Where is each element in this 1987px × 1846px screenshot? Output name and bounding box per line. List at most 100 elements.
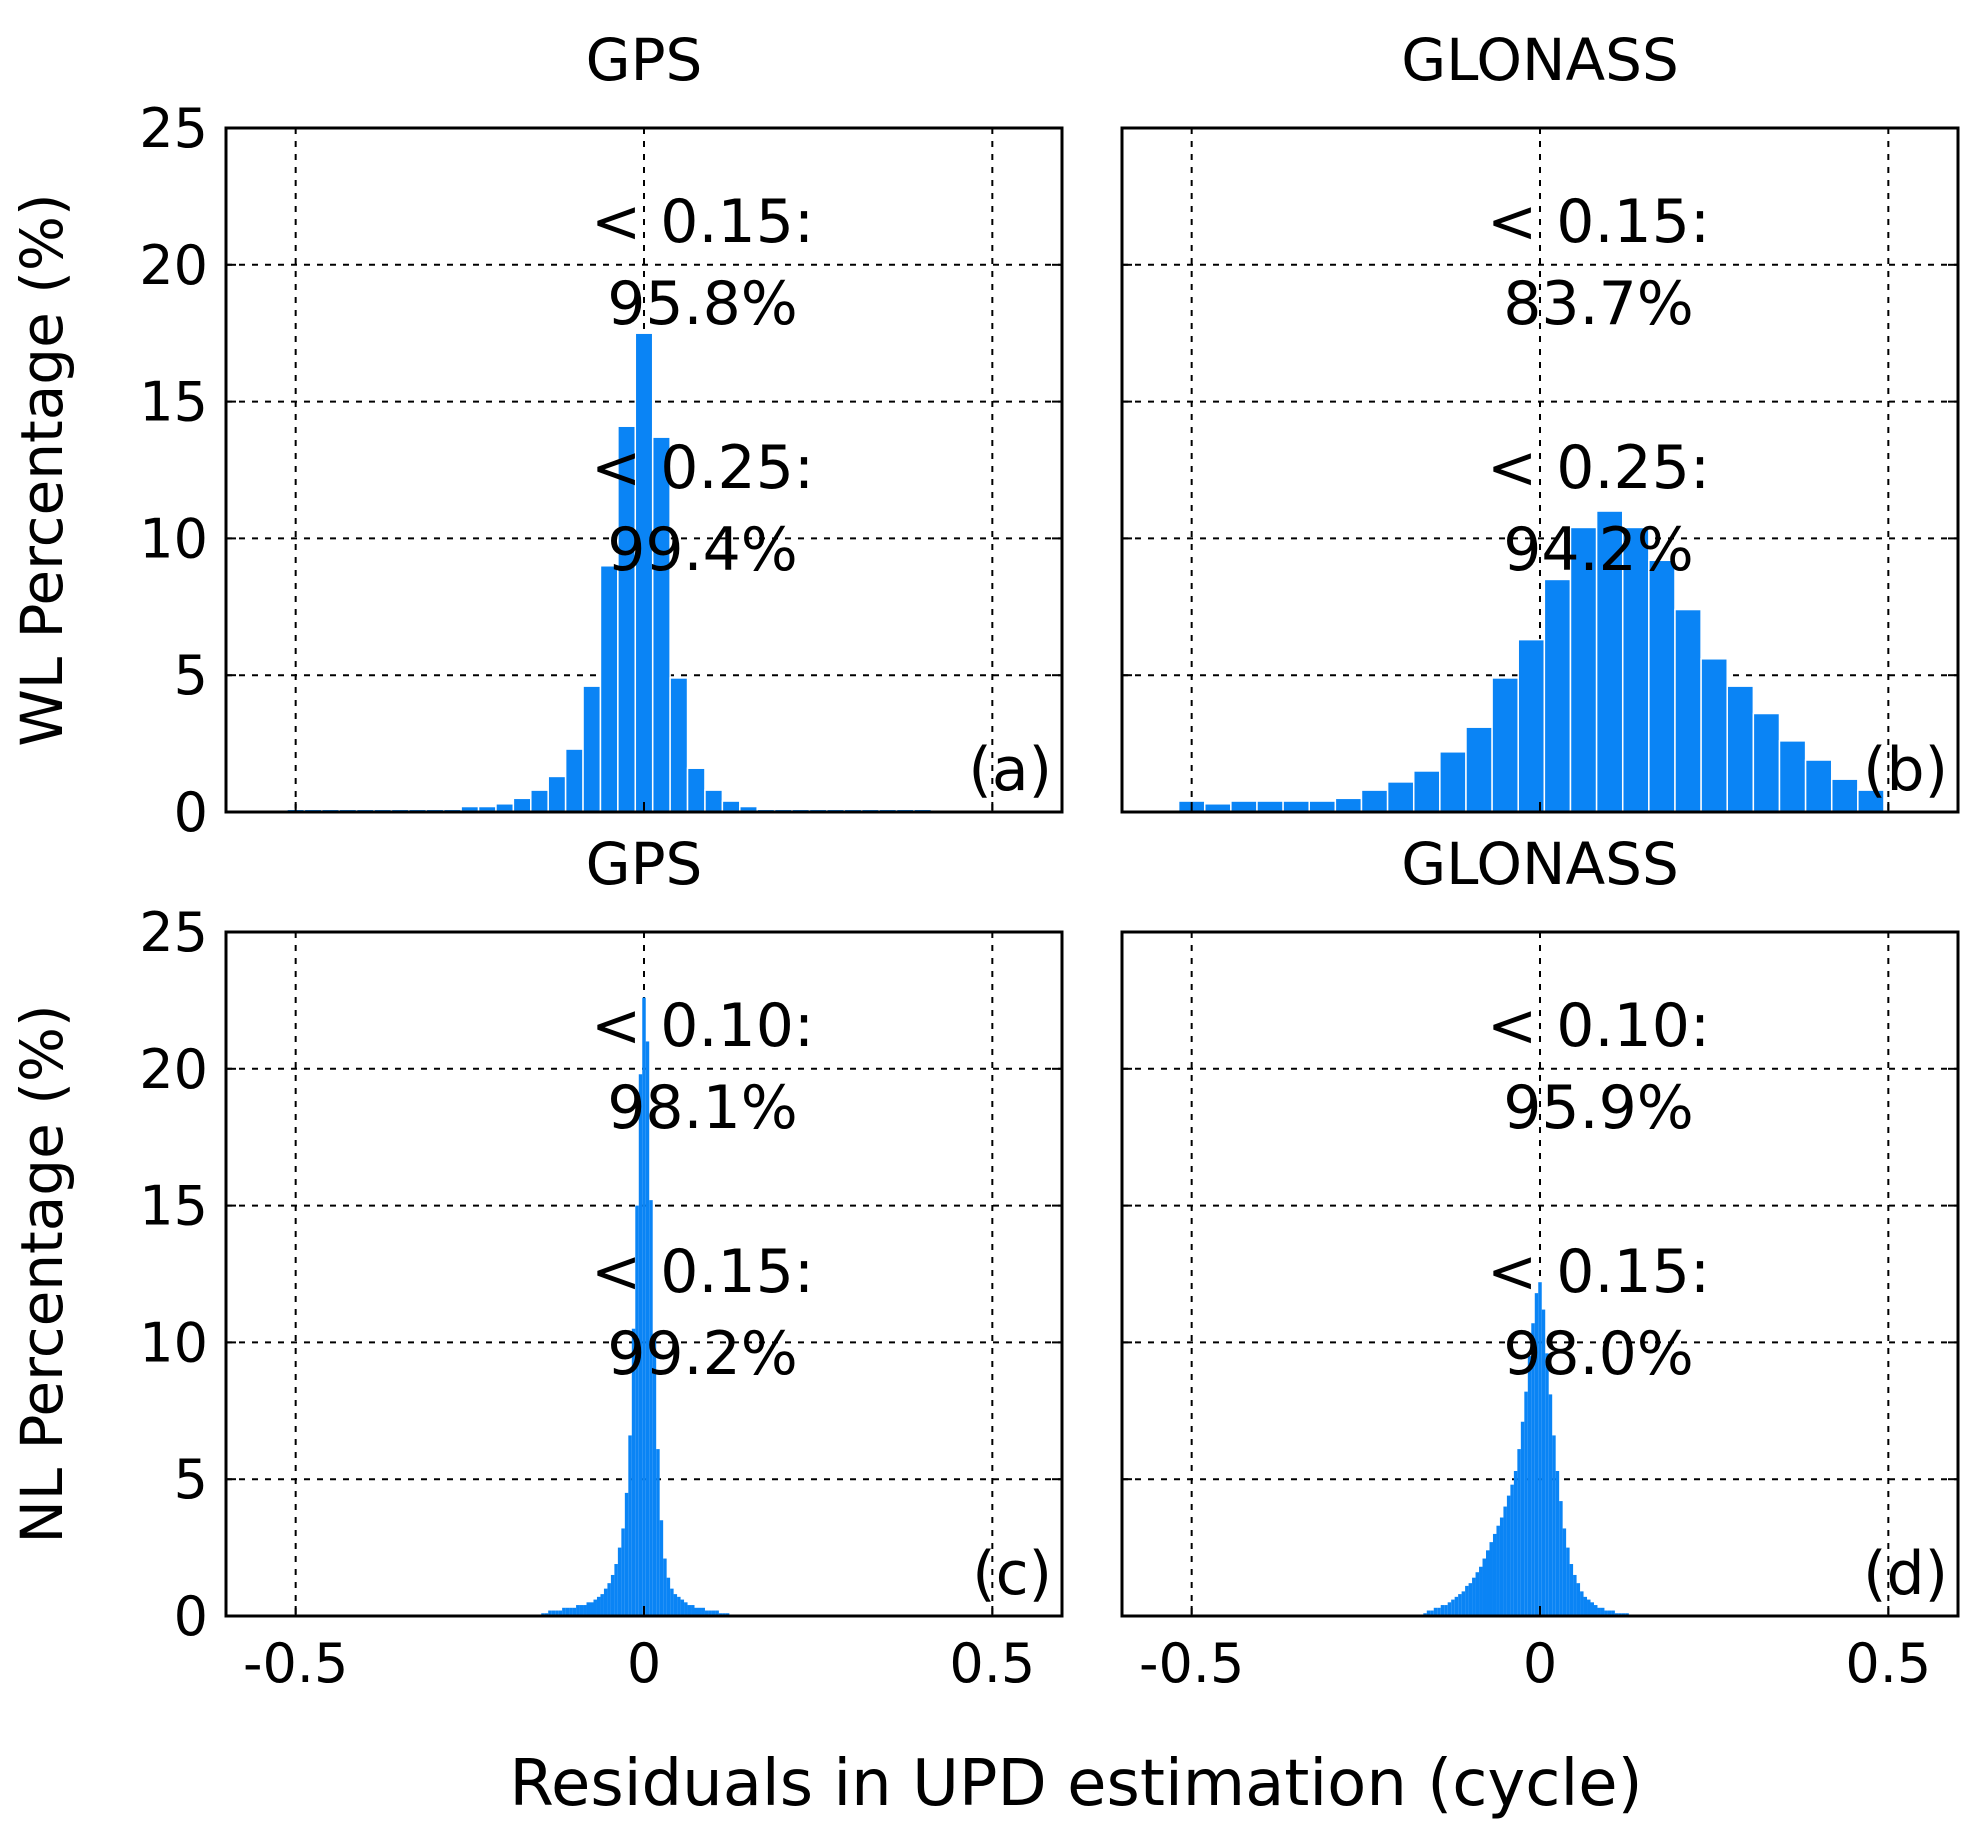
histogram-bar [582,685,602,813]
histogram-bar [1517,638,1546,813]
histogram-bar [1590,1602,1594,1616]
histogram-bar [1503,1506,1507,1616]
stat-annotation: 99.2% [607,1319,798,1389]
histogram-bar [666,1577,671,1616]
histogram-bar [1726,685,1755,813]
histogram-bar [638,1074,643,1616]
chart-panel-a: GPS 0 5 10 15 20 25 WL Percentage (%) < 0.15: 95.… [8,26,1064,844]
histogram-bar [697,1607,702,1616]
histogram-bar [1562,1528,1567,1616]
y-tick-label: 0 [174,781,208,844]
histogram-bar [1517,1449,1521,1616]
histogram-bar [704,1610,709,1616]
histogram-bar [1597,1607,1601,1616]
histogram-bar [1545,1353,1549,1616]
histogram-bar [1475,1572,1480,1616]
histogram-bar [1454,1596,1459,1616]
stat-annotation: < 0.15: [1487,187,1710,257]
histogram-bar [1569,1564,1574,1616]
histogram-bar [610,1574,615,1616]
histogram-bar [1439,751,1467,813]
histogram-bar [1804,759,1833,813]
stat-annotation: < 0.15: [591,187,814,257]
common-x-axis-label: Residuals in UPD estimation (cycle) [509,1747,1642,1821]
y-tick-label: 15 [139,1175,208,1238]
histogram-bar [593,1599,597,1616]
histogram-bar [1230,800,1258,813]
y-tick-label: 25 [139,97,208,160]
y-axis-label: NL Percentage (%) [8,1004,76,1543]
histogram-bar [1830,778,1859,813]
stat-annotation: 95.9% [1503,1073,1694,1143]
x-tick-label: -0.5 [1139,1632,1244,1695]
y-tick-label: 10 [139,1311,208,1374]
panel-title: GLONASS [1401,830,1679,898]
x-tick-label: -0.5 [243,1632,348,1695]
histogram-bar [1534,1293,1539,1616]
histogram-bar [631,1328,636,1616]
histogram-bar [1700,658,1728,813]
histogram-bar [704,789,724,813]
histogram-bar [628,1435,632,1616]
y-tick-label: 10 [139,507,208,570]
histogram-bar [565,1607,570,1616]
panel-label: (d) [1863,1539,1948,1609]
histogram-bar [1543,578,1572,813]
histogram-bar [1412,770,1441,813]
histogram-bar [1334,797,1363,813]
histogram-bar [1496,1525,1500,1616]
x-tick-label: 0 [627,1632,661,1695]
histogram-bar [1778,740,1807,813]
y-tick-label: 25 [139,901,208,964]
histogram-bar [596,1596,601,1616]
histogram-bar [1531,1323,1535,1616]
histogram-bar [694,1607,698,1616]
histogram-bar [1308,800,1337,813]
histogram-bar [572,1607,577,1616]
stat-annotation: 99.4% [607,515,798,585]
histogram-bar [548,1610,552,1616]
stat-annotation: 83.7% [1503,269,1694,339]
histogram-bar [564,748,584,813]
chart-panel-b: GLONASS < 0.15: 83.7% < 0.25: 94.2% (b) [1120,26,1960,814]
histogram-bar [617,1547,622,1616]
histogram-bar [1256,800,1284,813]
histogram-bar [1472,1577,1476,1616]
chart-panel-c: GPS 0 5 10 15 20 25 -0.5 0 0.5 NL Percentage (%) < … [8,830,1064,1695]
histogram-bar [649,1200,653,1616]
histogram-bar [1386,781,1415,813]
histogram-bar [614,1564,618,1616]
histogram-bar [1566,1547,1570,1616]
histogram-bar [607,1583,611,1616]
stat-annotation: < 0.15: [591,1237,814,1307]
histogram-bar [1576,1583,1581,1616]
y-tick-label: 20 [139,1038,208,1101]
y-axis-label: WL Percentage (%) [8,193,76,746]
histogram-bar [599,565,619,813]
histogram-bar [1465,726,1493,813]
histogram-bar [586,1602,591,1616]
histogram-bar [1447,1602,1452,1616]
histogram-bar [1444,1605,1448,1616]
histogram-bar [669,677,689,813]
histogram-bar [673,1594,678,1616]
histogram-bar [555,1610,559,1616]
y-tick-label: 5 [174,1448,208,1511]
histogram-bar [1486,1550,1490,1616]
stat-annotation: 95.8% [607,269,798,339]
histogram-bar [1465,1585,1469,1616]
panel-label: (c) [972,1539,1052,1609]
stat-annotation: < 0.10: [591,991,814,1061]
histogram-bar [687,1605,692,1616]
stat-annotation: < 0.25: [1487,433,1710,503]
histogram-bar [1482,1558,1487,1616]
panel-label: (b) [1863,735,1948,805]
histogram-bar [1587,1599,1591,1616]
histogram-bar [1520,1421,1525,1616]
histogram-bar [583,1605,587,1616]
histogram-bar [1433,1607,1438,1616]
panel-title: GLONASS [1401,26,1679,94]
histogram-bar [670,1588,674,1616]
panel-label: (a) [968,735,1052,805]
y-tick-label: 0 [174,1585,208,1648]
